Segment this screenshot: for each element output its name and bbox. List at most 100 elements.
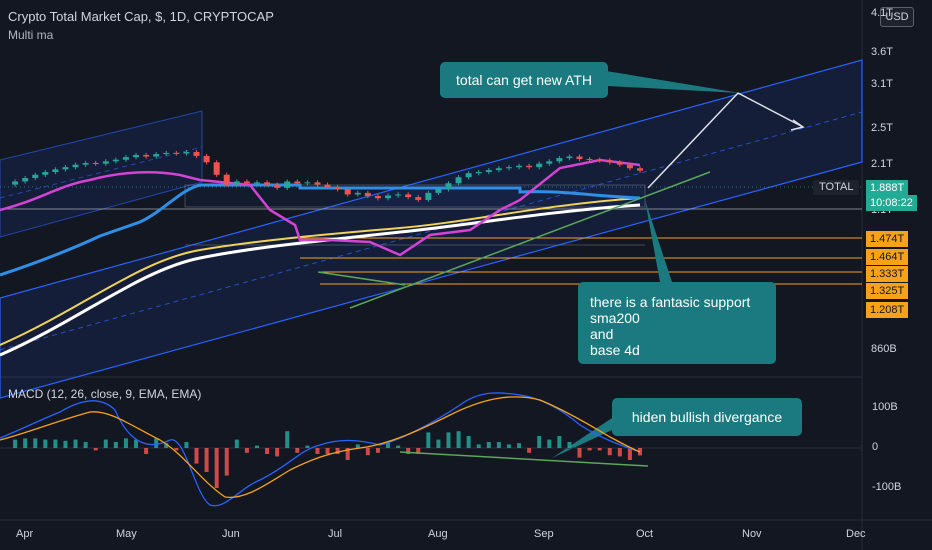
time-tick: Oct (636, 528, 654, 540)
macd-tick: -100B (872, 481, 902, 493)
macd-hist-bar (134, 439, 139, 448)
candle-body (22, 178, 29, 182)
candle-body (374, 196, 381, 199)
price-tick: 3.6T (871, 46, 894, 58)
candle-body (163, 152, 170, 155)
macd-hist-bar (43, 439, 48, 448)
candle-body (112, 159, 119, 162)
candle-body (606, 160, 613, 163)
candle-body (616, 162, 623, 165)
candle-body (445, 183, 452, 190)
macd-hist-bar (587, 448, 592, 451)
macd-hist-bar (436, 439, 441, 448)
candle-body (213, 162, 220, 175)
candle-body (536, 163, 543, 168)
callout-ath[interactable]: total can get new ATH (440, 62, 608, 98)
yellow-ma-line (0, 197, 641, 346)
candle-body (42, 172, 49, 175)
macd-hist-bar (83, 442, 88, 448)
candle-body (405, 194, 412, 198)
macd-hist-bar (154, 438, 159, 448)
macd-hist-bar (265, 448, 270, 454)
macd-hist-bar (244, 448, 249, 453)
support-levels (300, 237, 862, 285)
macd-hist-bar (557, 436, 562, 448)
candle-body (82, 163, 89, 165)
candle-body (475, 172, 482, 174)
candle-body (32, 174, 39, 179)
macd-hist-bar (23, 438, 28, 448)
macd-hist-bar (315, 448, 320, 454)
candle-body (253, 182, 260, 184)
macd-hist-bar (386, 442, 391, 448)
candle-body (415, 197, 422, 200)
candle-body (435, 189, 442, 193)
time-tick: Jun (222, 528, 240, 540)
macd-hist-bar (113, 442, 118, 448)
candle-body (133, 154, 140, 158)
projection-arrow (647, 92, 804, 189)
macd-hist-bar (285, 431, 290, 448)
time-tick: Apr (16, 528, 34, 540)
price-tick: 4.1T (871, 7, 894, 19)
candle-body (193, 152, 200, 156)
candle-body (143, 154, 150, 157)
candle-body (485, 170, 492, 173)
chart-header: Crypto Total Market Cap, $, 1D, CRYPTOCA… (8, 8, 274, 44)
macd-line (0, 392, 641, 507)
candle-body (324, 184, 331, 187)
time-tick: Jul (328, 528, 343, 540)
candle-body (385, 195, 392, 199)
macd-hist-bar (617, 448, 622, 457)
macd-hist-bar (446, 432, 451, 448)
level-tag: 1.333T (866, 266, 909, 282)
candle-body (122, 157, 129, 160)
macd-hist-bar (305, 445, 310, 448)
macd-hist-bar (53, 439, 58, 448)
candle-body (284, 181, 291, 188)
macd-title[interactable]: MACD (12, 26, close, 9, EMA, EMA) (8, 387, 202, 401)
signal-line (0, 396, 641, 499)
currency-button[interactable]: USD (880, 7, 914, 27)
macd-histogram (13, 431, 642, 488)
callout-divergence[interactable]: hiden bullish divergance (612, 398, 802, 436)
candle-body (596, 159, 603, 161)
candle-body (243, 181, 250, 184)
level-tag: 1.208T (866, 302, 909, 318)
macd-hist-bar (335, 448, 340, 454)
chart-title: Crypto Total Market Cap, $, 1D, CRYPTOCA… (8, 9, 274, 24)
indicator-label[interactable]: Multi ma (8, 28, 54, 42)
symbol-tag: TOTAL (813, 180, 860, 195)
candles (12, 149, 643, 203)
macd-hist-bar (73, 439, 78, 448)
candle-body (637, 168, 643, 171)
sma200-line (0, 203, 641, 357)
candle-body (425, 192, 432, 200)
macd-hist-bar (476, 444, 481, 448)
candle-body (62, 167, 69, 170)
candle-body (304, 182, 311, 184)
callout-ath-pointer (600, 70, 740, 93)
callout-support[interactable]: there is a fantasic support sma200 and b… (578, 282, 776, 364)
macd-hist-bar (204, 448, 209, 472)
price-tick: 860B (871, 343, 897, 355)
candle-body (102, 161, 109, 164)
candle-body (586, 159, 593, 161)
macd-tick: 100B (872, 401, 898, 413)
callout-support-line4: base 4d (590, 342, 640, 358)
callout-support-pointer (645, 200, 672, 282)
macd-hist-bar (214, 448, 219, 488)
macd-trendline-top (317, 271, 406, 286)
macd-hist-bar (184, 442, 189, 448)
macd-hist-bar (375, 448, 380, 453)
candle-body (495, 168, 502, 171)
macd-hist-bar (355, 444, 360, 448)
candle-body (183, 152, 190, 154)
level-tag: 1.474T (866, 231, 909, 247)
candle-body (344, 189, 351, 195)
candle-body (92, 163, 99, 164)
time-tick: May (116, 528, 137, 540)
candle-body (516, 165, 523, 168)
macd-hist-bar (607, 448, 612, 456)
